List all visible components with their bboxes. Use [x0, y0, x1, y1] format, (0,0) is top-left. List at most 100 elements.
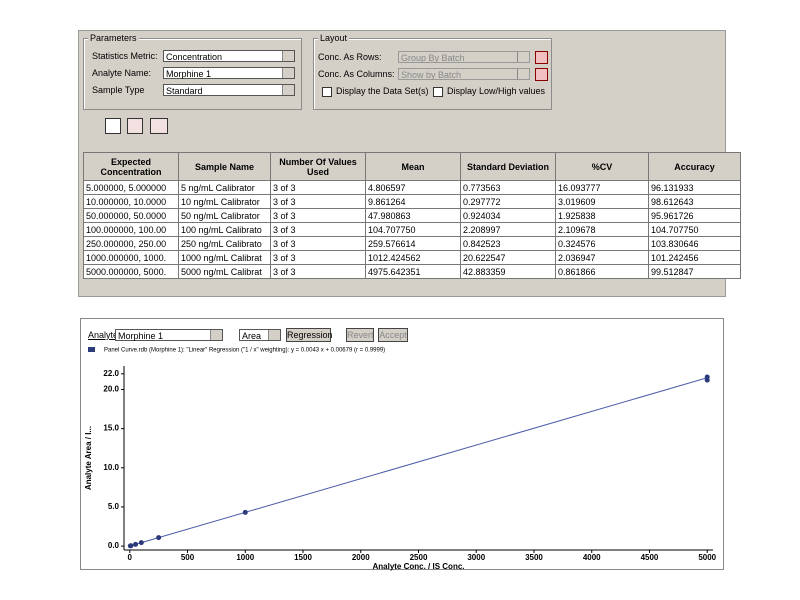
table-cell: 3 of 3 — [270, 236, 366, 251]
dropdown[interactable]: Standard — [163, 84, 295, 96]
table-cell: 50.000000, 50.0000 — [83, 208, 179, 223]
chart-icon[interactable] — [105, 118, 121, 134]
table-cell: 20.622547 — [460, 250, 556, 265]
button: Accept — [378, 328, 408, 342]
y-tick-label: 20.0 — [103, 385, 119, 394]
table-cell: 42.883359 — [460, 264, 556, 279]
field-label: Sample Type — [92, 85, 145, 95]
dropdown[interactable]: Concentration — [163, 50, 295, 62]
y-tick-label: 15.0 — [103, 424, 119, 433]
table-cell: 0.842523 — [460, 236, 556, 251]
field-label: Analyte Name: — [92, 68, 152, 78]
table-row: 100.000000, 100.00 100 ng/mL Calibrato 3 o… — [83, 222, 741, 237]
table-cell: 4.806597 — [365, 180, 461, 195]
y-tick-label: 10.0 — [103, 463, 119, 472]
x-tick-label: 500 — [181, 553, 195, 562]
parameters-group — [83, 38, 302, 110]
table-cell: 10.000000, 10.0000 — [83, 194, 179, 209]
table-cell: 5000 ng/mL Calibrat — [178, 264, 271, 279]
column-header[interactable]: Accuracy — [648, 152, 741, 181]
table-cell: 0.324576 — [555, 236, 649, 251]
table-cell: 0.773563 — [460, 180, 556, 195]
table-row: 1000.000000, 1000. 1000 ng/mL Calibrat 3 o… — [83, 250, 741, 265]
data-point — [704, 374, 710, 380]
x-tick-label: 4500 — [641, 553, 659, 562]
column-header[interactable]: %CV — [555, 152, 649, 181]
table-cell: 5000.000000, 5000. — [83, 264, 179, 279]
x-tick-label: 2000 — [352, 553, 370, 562]
table-row: 5.000000, 5.000000 5 ng/mL Calibrator 3 of… — [83, 180, 741, 195]
table-cell: 1000.000000, 1000. — [83, 250, 179, 265]
data-point — [138, 540, 144, 546]
button[interactable]: Regression — [286, 328, 333, 342]
x-tick-label: 2500 — [410, 553, 428, 562]
group-title: Parameters — [88, 33, 139, 43]
table-cell: 3 of 3 — [270, 194, 366, 209]
table-cell: 5 ng/mL Calibrator — [178, 180, 271, 195]
table-cell: 1012.424562 — [365, 250, 461, 265]
table-row: 10.000000, 10.0000 10 ng/mL Calibrator 3 o… — [83, 194, 741, 209]
column-header[interactable]: Number Of Values Used — [270, 152, 366, 181]
table-row: 50.000000, 50.0000 50 ng/mL Calibrator 3 o… — [83, 208, 741, 223]
field-label: Statistics Metric: — [92, 51, 158, 61]
column-header[interactable]: Sample Name — [178, 152, 271, 181]
data-point — [128, 543, 134, 549]
button: Revert — [346, 328, 374, 342]
table-cell: 3.019609 — [555, 194, 649, 209]
measure-dropdown[interactable]: Area — [239, 329, 281, 341]
dropdown-arrow[interactable] — [210, 330, 222, 340]
y-tick-label: 22.0 — [103, 369, 119, 378]
checkbox[interactable] — [322, 87, 332, 97]
table-cell: 4975.642351 — [365, 264, 461, 279]
x-tick-label: 0 — [128, 553, 133, 562]
layout-icon[interactable] — [535, 68, 548, 81]
data-point — [133, 541, 139, 547]
dropdown-arrow[interactable] — [268, 330, 280, 340]
table-cell: 250 ng/mL Calibrato — [178, 236, 271, 251]
field-label: Conc. As Rows: — [318, 52, 382, 62]
data-point — [242, 509, 248, 515]
checkbox[interactable] — [433, 87, 443, 97]
table-cell: 250.000000, 250.00 — [83, 236, 179, 251]
x-tick-label: 5000 — [698, 553, 716, 562]
table-cell: 1.925838 — [555, 208, 649, 223]
layout-icon[interactable] — [535, 51, 548, 64]
table-cell: 101.242456 — [648, 250, 741, 265]
analyte-label: Analyte: — [88, 330, 121, 340]
x-tick-label: 1500 — [294, 553, 312, 562]
table-cell: 99.512847 — [648, 264, 741, 279]
table-cell: 103.830646 — [648, 236, 741, 251]
header-row: Expected Concentration Sample Name Number … — [83, 152, 741, 181]
legend-swatch — [88, 347, 95, 352]
regression-line — [129, 377, 708, 547]
table-cell: 9.861264 — [365, 194, 461, 209]
table-cell: 96.131933 — [648, 180, 741, 195]
dropdown[interactable]: Morphine 1 — [163, 67, 295, 79]
data-point — [156, 535, 162, 541]
dropdown-arrow[interactable] — [282, 51, 294, 61]
dropdown-arrow — [517, 69, 529, 79]
table-cell: 98.612643 — [648, 194, 741, 209]
x-tick-label: 4000 — [583, 553, 601, 562]
dropdown-arrow[interactable] — [282, 85, 294, 95]
checkbox-label: Display the Data Set(s) — [336, 86, 429, 96]
table-cell: 2.208997 — [460, 222, 556, 237]
group-title: Layout — [318, 33, 350, 43]
report-icon[interactable] — [150, 118, 168, 134]
table-cell: 3 of 3 — [270, 250, 366, 265]
table-row: 250.000000, 250.00 250 ng/mL Calibrato 3 o… — [83, 236, 741, 251]
table-cell: 3 of 3 — [270, 222, 366, 237]
table-cell: 0.924034 — [460, 208, 556, 223]
table-icon[interactable] — [127, 118, 143, 134]
dropdown-arrow[interactable] — [282, 68, 294, 78]
legend-text: Panel Curve.rdb (Morphine 1): "Linear" R… — [104, 348, 385, 354]
column-header[interactable]: Mean — [365, 152, 461, 181]
table-cell: 47.980863 — [365, 208, 461, 223]
column-header[interactable]: Expected Concentration — [83, 152, 179, 181]
x-tick-label: 3500 — [525, 553, 543, 562]
analyte-dropdown[interactable]: Morphine 1 — [115, 329, 223, 341]
column-header[interactable]: Standard Deviation — [460, 152, 556, 181]
y-axis-label: Analyte Area / I... — [84, 426, 93, 490]
